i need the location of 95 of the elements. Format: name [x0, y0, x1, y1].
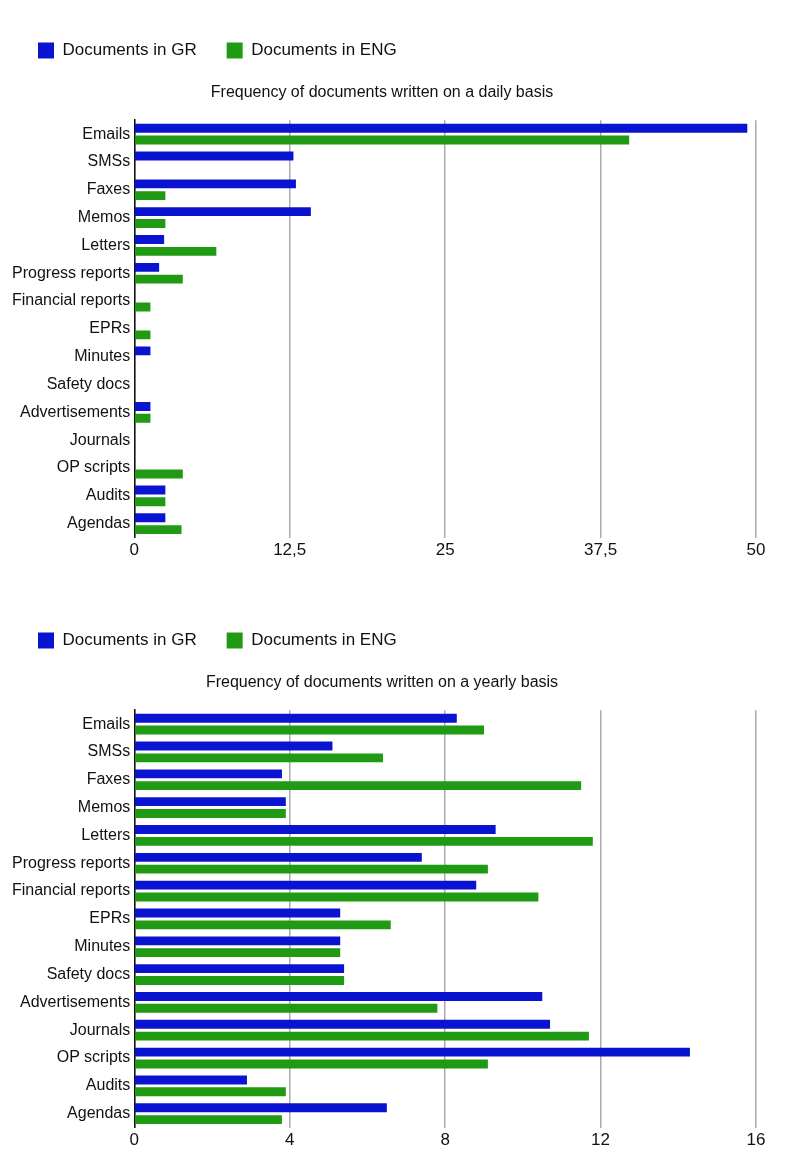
y-tick-label: Progress reports [12, 853, 131, 871]
y-tick-label: Journals [69, 1020, 131, 1038]
bar [135, 402, 151, 411]
bar [135, 1115, 282, 1125]
y-tick-label: Letters [81, 235, 131, 253]
y-tick-label: SMSs [87, 152, 131, 170]
bar [135, 262, 160, 272]
bar [135, 725, 484, 735]
bar [135, 413, 151, 423]
bar [135, 1103, 387, 1113]
bar [135, 207, 311, 217]
x-tick-label: 0 [129, 1130, 140, 1150]
y-tick-label: Financial reports [11, 291, 131, 309]
x-tick-label: 37,5 [584, 540, 618, 560]
y-tick-label: EPRs [89, 319, 131, 337]
bar [135, 513, 166, 523]
bar [135, 741, 333, 751]
y-tick-label: Minutes [74, 937, 131, 955]
x-tick-label: 8 [440, 1130, 450, 1150]
y-tick-label: Progress reports [12, 263, 131, 281]
bar [135, 964, 345, 974]
bar [135, 920, 391, 930]
bar [135, 948, 341, 958]
bar [135, 1047, 690, 1057]
y-tick-label: Faxes [86, 770, 131, 788]
y-tick-label: Safety docs [46, 964, 131, 982]
bar [135, 346, 151, 356]
x-tick-label: 16 [746, 1130, 766, 1150]
bar [135, 908, 341, 918]
y-tick-label: Journals [69, 430, 131, 448]
bar [135, 809, 286, 818]
y-tick-label: Faxes [86, 180, 131, 198]
bar [135, 892, 539, 902]
chart-title: Frequency of documents written on a daily basis [210, 83, 554, 101]
bar [135, 825, 496, 834]
bar [135, 1031, 589, 1041]
bar [135, 235, 165, 244]
bar [135, 852, 422, 862]
bar [135, 179, 296, 189]
bar [135, 274, 183, 284]
x-tick-label: 50 [746, 540, 766, 560]
x-tick-label: 4 [284, 1130, 295, 1150]
y-tick-label: Advertisements [20, 402, 131, 420]
legend-label: Documents in GR [62, 630, 197, 650]
y-tick-label: Audits [85, 1076, 131, 1094]
y-tick-label: Agendas [67, 514, 131, 532]
bar [135, 797, 286, 807]
bar [135, 781, 582, 791]
chart-title: Frequency of documents written on a yearly basis [205, 673, 559, 691]
legend-label: Documents in ENG [251, 630, 397, 650]
y-tick-label: Advertisements [20, 992, 131, 1010]
bar [135, 123, 748, 133]
bar [135, 1019, 551, 1029]
y-tick-label: SMSs [87, 742, 131, 760]
x-tick-label: 25 [435, 540, 455, 560]
y-tick-label: Letters [81, 825, 131, 843]
bar [135, 497, 166, 507]
y-tick-label: OP scripts [56, 1048, 131, 1066]
legend-label: Documents in ENG [251, 40, 397, 60]
bar [135, 753, 383, 763]
bar [135, 864, 488, 874]
x-tick-label: 12,5 [273, 540, 307, 560]
bar [135, 191, 166, 201]
bar [135, 246, 217, 256]
bar [135, 330, 151, 340]
bar [135, 525, 182, 535]
bar [135, 1003, 438, 1013]
y-tick-label: Emails [82, 714, 131, 732]
y-tick-label: Memos [77, 798, 131, 815]
bar [135, 836, 593, 846]
bar [135, 1059, 488, 1069]
bar [135, 1075, 247, 1085]
x-tick-label: 0 [129, 540, 140, 560]
y-tick-label: Agendas [67, 1104, 131, 1122]
bar [135, 976, 345, 985]
y-tick-label: Memos [77, 208, 131, 225]
bar [135, 936, 341, 946]
bar [135, 1087, 286, 1097]
y-tick-label: EPRs [89, 909, 131, 927]
bar [135, 880, 477, 890]
bar [135, 769, 282, 779]
y-tick-label: Emails [82, 124, 131, 142]
legend-label: Documents in GR [62, 40, 197, 60]
x-tick-label: 12 [591, 1130, 611, 1150]
y-tick-label: Audits [85, 486, 131, 504]
bar [135, 713, 457, 723]
bar [135, 469, 183, 479]
y-tick-label: OP scripts [56, 458, 131, 476]
y-tick-label: Minutes [74, 347, 131, 365]
bar [135, 219, 166, 228]
bar [135, 992, 543, 1001]
y-tick-label: Financial reports [11, 881, 131, 899]
bar [135, 151, 294, 161]
y-tick-label: Safety docs [46, 374, 131, 392]
bar [135, 135, 630, 145]
